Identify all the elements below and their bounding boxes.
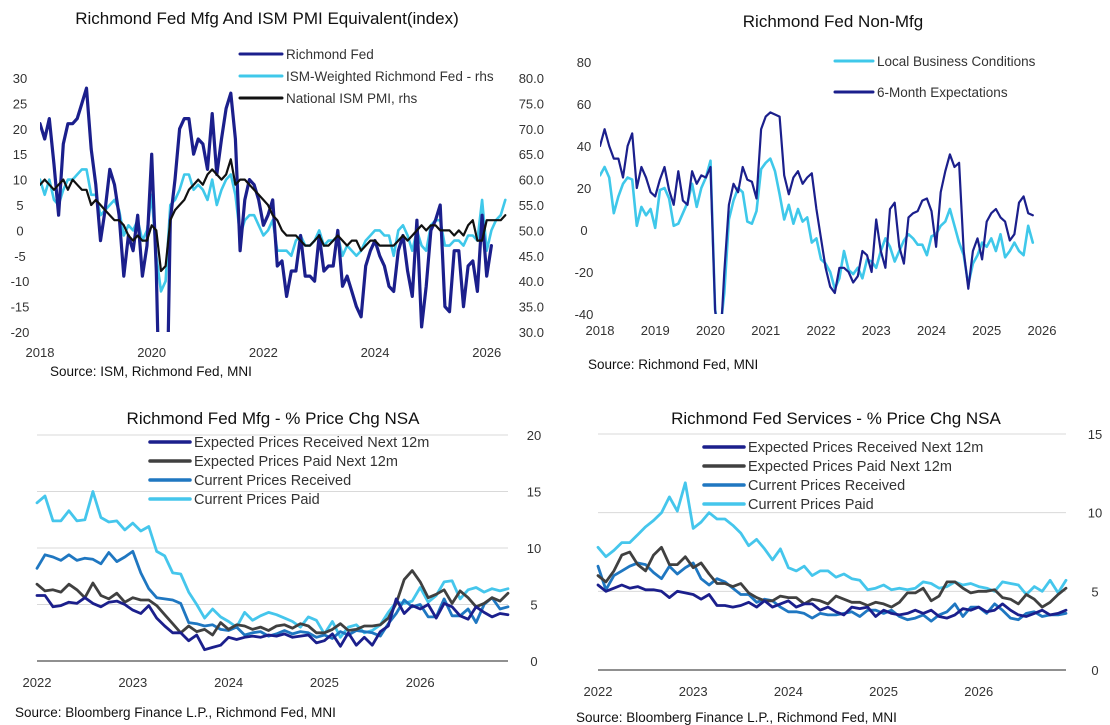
chart-mfg-ism-legend-3-label: National ISM PMI, rhs: [286, 91, 418, 106]
chart-mfg-ism-ytick-left: 20: [13, 122, 27, 137]
chart-nonmfg-series-line: [600, 157, 1035, 314]
chart-nonmfg-ytick: -40: [575, 307, 594, 322]
chart-svc-price: Richmond Fed Services - % Price Chg NSA 1…: [576, 409, 1102, 725]
chart-mfg-ism-legend-1-label: Richmond Fed: [286, 47, 374, 62]
chart-mfg-ism-ytick-right: 40.0: [519, 274, 544, 289]
chart-mfg-price-title: Richmond Fed Mfg - % Price Chg NSA: [127, 409, 421, 428]
chart-svc-price-legend-4-label: Current Prices Paid: [748, 497, 874, 513]
chart-svc-price-xtick: 2023: [679, 684, 708, 699]
chart-mfg-price-xtick: 2023: [118, 675, 147, 690]
chart-mfg-ism-xtick: 2020: [137, 345, 166, 360]
chart-mfg-price-ytick: 20: [527, 428, 541, 443]
chart-mfg-price-xtick: 2025: [310, 675, 339, 690]
chart-nonmfg-xtick: 2021: [751, 323, 780, 338]
chart-mfg-price-legend-1-label: Expected Prices Received Next 12m: [194, 435, 429, 451]
chart-mfg-ism: Richmond Fed Mfg And ISM PMI Equivalent(…: [11, 9, 544, 379]
chart-mfg-ism-ytick-right: 55.0: [519, 198, 544, 213]
chart-nonmfg-xtick: 2024: [917, 323, 946, 338]
chart-mfg-ism-ytick-right: 70.0: [519, 122, 544, 137]
chart-mfg-ism-ytick-right: 75.0: [519, 96, 544, 111]
chart-svc-price-source: Source: Bloomberg Finance L.P., Richmond…: [576, 710, 897, 725]
chart-mfg-ism-ytick-left: 15: [13, 147, 27, 162]
chart-mfg-price-ytick: 10: [527, 541, 541, 556]
chart-svc-price-title: Richmond Fed Services - % Price Chg NSA: [671, 409, 1001, 428]
chart-mfg-ism-ytick-right: 65.0: [519, 147, 544, 162]
chart-mfg-ism-series-line: [40, 86, 493, 332]
chart-nonmfg-ytick: 80: [577, 55, 591, 70]
chart-nonmfg-xtick: 2022: [807, 323, 836, 338]
chart-svc-price-xtick: 2025: [869, 684, 898, 699]
chart-mfg-price-ytick: 0: [530, 654, 537, 669]
chart-nonmfg-ytick: 0: [580, 223, 587, 238]
chart-nonmfg-series-line: [600, 111, 1034, 314]
chart-mfg-ism-ytick-right: 45.0: [519, 249, 544, 264]
chart-nonmfg-xtick: 2019: [641, 323, 670, 338]
chart-nonmfg-source: Source: Richmond Fed, MNI: [588, 357, 758, 372]
chart-nonmfg-ytick: 20: [577, 181, 591, 196]
chart-mfg-ism-ytick-left: -5: [14, 249, 26, 264]
chart-nonmfg-xtick: 2020: [696, 323, 725, 338]
chart-nonmfg-title: Richmond Fed Non-Mfg: [743, 12, 923, 31]
chart-mfg-ism-xtick: 2018: [26, 345, 55, 360]
chart-mfg-ism-xtick: 2022: [249, 345, 278, 360]
chart-nonmfg-xtick: 2023: [862, 323, 891, 338]
chart-mfg-ism-ytick-right: 35.0: [519, 300, 544, 315]
chart-mfg-ism-xtick: 2026: [472, 345, 501, 360]
chart-svc-price-xtick: 2022: [584, 684, 613, 699]
chart-svc-price-series-line: [596, 481, 1068, 596]
chart-svc-price-ytick: 10: [1088, 506, 1102, 521]
chart-mfg-ism-ytick-right: 30.0: [519, 325, 544, 340]
chart-nonmfg-ytick: 60: [577, 97, 591, 112]
chart-mfg-ism-series-line: [40, 158, 507, 273]
chart-svc-price-legend-3-label: Current Prices Received: [748, 478, 905, 494]
chart-mfg-ism-ytick-left: 0: [16, 223, 23, 238]
chart-mfg-price-legend-4-label: Current Prices Paid: [194, 492, 320, 508]
chart-mfg-ism-ytick-right: 50.0: [519, 223, 544, 238]
chart-mfg-ism-ytick-left: 5: [16, 198, 23, 213]
chart-mfg-price-xtick: 2022: [23, 675, 52, 690]
chart-mfg-price-ytick: 15: [527, 485, 541, 500]
chart-mfg-ism-ytick-right: 80.0: [519, 71, 544, 86]
chart-mfg-price-series-line: [35, 490, 510, 639]
chart-nonmfg-legend-1-label: Local Business Conditions: [877, 54, 1036, 69]
chart-mfg-ism-ytick-right: 60.0: [519, 173, 544, 188]
chart-mfg-ism-series-line: [40, 168, 507, 293]
chart-mfg-ism-title: Richmond Fed Mfg And ISM PMI Equivalent(…: [75, 9, 459, 28]
chart-nonmfg-xtick: 2025: [972, 323, 1001, 338]
chart-svc-price-ytick: 15: [1088, 427, 1102, 442]
chart-nonmfg-ytick: -20: [575, 265, 594, 280]
chart-svc-price-series-line: [596, 545, 1068, 609]
chart-mfg-ism-xtick: 2024: [361, 345, 390, 360]
chart-svc-price-ytick: 5: [1091, 584, 1098, 599]
chart-svc-price-legend-2-label: Expected Prices Paid Next 12m: [748, 459, 952, 475]
chart-nonmfg-xtick: 2018: [586, 323, 615, 338]
chart-nonmfg-xtick: 2026: [1028, 323, 1057, 338]
chart-svc-price-legend-1-label: Expected Prices Received Next 12m: [748, 440, 983, 456]
chart-mfg-price-xtick: 2026: [406, 675, 435, 690]
chart-mfg-ism-legend-2-label: ISM-Weighted Richmond Fed - rhs: [286, 69, 494, 84]
chart-svc-price-series-line: [596, 583, 1068, 620]
chart-mfg-price-legend-3-label: Current Prices Received: [194, 473, 351, 489]
chart-mfg-price-series-line: [35, 569, 510, 637]
chart-mfg-ism-ytick-left: -20: [11, 325, 30, 340]
chart-mfg-price-legend-2-label: Expected Prices Paid Next 12m: [194, 454, 398, 470]
chart-svc-price-xtick: 2024: [774, 684, 803, 699]
chart-nonmfg-legend-2-label: 6-Month Expectations: [877, 85, 1008, 100]
chart-mfg-price-source: Source: Bloomberg Finance L.P., Richmond…: [15, 705, 336, 720]
chart-mfg-price-ytick: 5: [530, 598, 537, 613]
chart-svc-price-ytick: 0: [1091, 663, 1098, 678]
chart-mfg-price-series-line: [35, 594, 510, 652]
chart-mfg-price-xtick: 2024: [214, 675, 243, 690]
chart-mfg-ism-ytick-left: 30: [13, 71, 27, 86]
chart-mfg-ism-ytick-left: -10: [11, 274, 30, 289]
chart-nonmfg-ytick: 40: [577, 139, 591, 154]
chart-mfg-ism-source: Source: ISM, Richmond Fed, MNI: [50, 364, 252, 379]
chart-mfg-price: Richmond Fed Mfg - % Price Chg NSA 20 15 10…: [15, 409, 541, 720]
chart-mfg-ism-ytick-left: -15: [11, 300, 30, 315]
chart-mfg-ism-ytick-left: 25: [13, 96, 27, 111]
chart-mfg-ism-ytick-left: 10: [13, 173, 27, 188]
chart-svc-price-xtick: 2026: [964, 684, 993, 699]
